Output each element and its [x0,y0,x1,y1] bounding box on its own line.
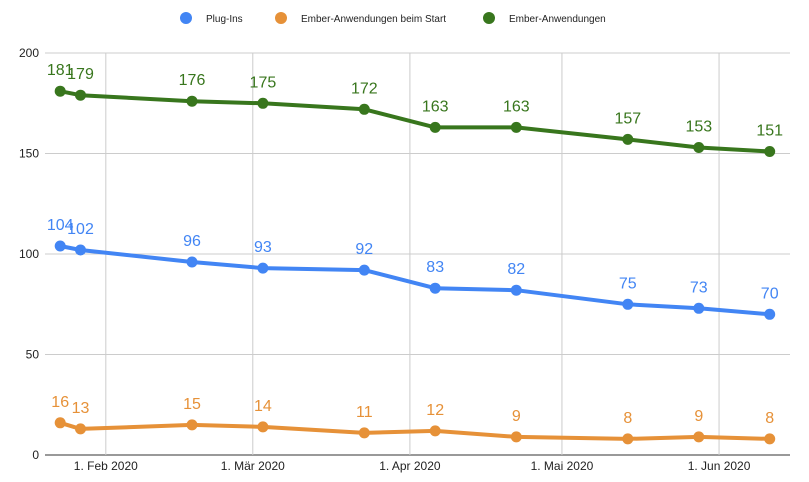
data-label-ember-start: 15 [183,396,201,413]
y-tick-label: 50 [26,348,40,362]
data-point-plug-ins [358,264,370,276]
data-point-ember-apps [358,103,370,115]
data-label-plug-ins: 70 [761,285,779,302]
data-label-plug-ins: 104 [47,217,74,234]
data-label-ember-apps: 153 [685,119,712,136]
axes: 0 50 100 150 200 1. Feb 2020 1. Mär 2020 1. Apr… [19,46,751,473]
data-label-ember-start: 8 [765,410,774,427]
data-point-ember-start [358,427,370,439]
data-point-ember-apps [764,146,776,157]
data-label-ember-apps: 163 [422,98,449,115]
legend-swatch [180,12,192,24]
data-point-plug-ins [764,308,776,320]
data-point-ember-apps [257,97,269,109]
data-point-ember-start [764,433,776,445]
x-tick-label: 1. Feb 2020 [74,459,138,473]
legend: Plug-Ins Ember-Anwendungen beim Start Embe… [180,12,606,25]
data-label-ember-apps: 172 [351,80,378,97]
data-label-ember-start: 8 [623,410,632,427]
data-label-plug-ins: 75 [619,275,637,292]
y-tick-label: 100 [19,247,39,261]
data-point-ember-apps [75,89,86,101]
data-label-ember-start: 16 [51,394,69,411]
data-label-ember-start: 9 [512,408,521,425]
data-label-ember-apps: 176 [179,72,206,89]
x-tick-label: 1. Jun 2020 [688,459,751,473]
data-label-ember-start: 14 [254,398,272,415]
data-point-ember-start [54,417,66,429]
data-point-ember-apps [54,85,66,97]
data-point-ember-start [257,421,269,433]
x-tick-label: 1. Apr 2020 [379,459,441,473]
legend-label: Plug-Ins [206,14,243,25]
x-tick-label: 1. Mai 2020 [531,459,594,473]
data-label-ember-start: 12 [426,402,444,419]
y-tick-label: 0 [32,448,39,462]
data-label-ember-apps: 151 [756,123,783,140]
legend-swatch [483,12,495,24]
data-label-ember-apps: 179 [67,66,94,83]
data-label-ember-apps: 157 [614,110,641,127]
legend-label: Ember-Anwendungen [509,14,606,25]
y-tick-label: 150 [19,147,39,161]
legend-item-ember-start: Ember-Anwendungen beim Start [275,12,446,25]
data-point-ember-apps [622,133,634,145]
data-label-plug-ins: 96 [183,233,201,250]
data-point-plug-ins [622,298,634,310]
series-layer [54,85,776,445]
y-tick-label: 200 [19,46,39,60]
data-point-ember-start [75,423,86,435]
data-label-plug-ins: 73 [690,279,708,296]
data-point-ember-start [429,425,441,437]
data-label-ember-start: 11 [356,404,373,421]
data-point-plug-ins [186,256,198,268]
data-point-plug-ins [510,284,522,296]
data-label-plug-ins: 82 [507,261,525,278]
data-point-ember-apps [186,95,198,107]
data-point-ember-start [186,419,198,431]
data-label-plug-ins: 92 [355,241,373,258]
data-point-plug-ins [429,282,441,294]
data-point-ember-apps [429,121,441,133]
series-line-ember-start [58,420,772,441]
data-label-plug-ins: 102 [67,221,94,238]
data-label-ember-start: 9 [694,408,703,425]
data-label-ember-apps: 175 [250,74,277,91]
data-point-ember-start [693,431,705,443]
legend-item-ember-apps: Ember-Anwendungen [483,12,606,25]
data-point-ember-apps [693,142,705,153]
series-line-plug-ins [58,244,772,317]
data-point-ember-apps [510,121,522,133]
data-point-plug-ins [75,244,86,256]
legend-label: Ember-Anwendungen beim Start [301,14,446,25]
series-line-ember-apps [58,89,772,154]
grid [45,52,790,456]
data-label-ember-apps: 181 [47,62,74,79]
x-tick-label: 1. Mär 2020 [221,459,285,473]
data-point-ember-start [510,431,522,443]
data-label-plug-ins: 83 [426,259,444,276]
data-label-ember-start: 13 [72,400,90,417]
legend-swatch [275,12,287,24]
data-label-ember-apps: 163 [503,98,530,115]
data-point-plug-ins [693,302,705,314]
data-point-plug-ins [257,262,269,274]
data-label-plug-ins: 93 [254,239,272,256]
data-point-ember-start [622,433,634,445]
data-point-plug-ins [54,240,66,252]
legend-item-plug-ins: Plug-Ins [180,12,243,25]
